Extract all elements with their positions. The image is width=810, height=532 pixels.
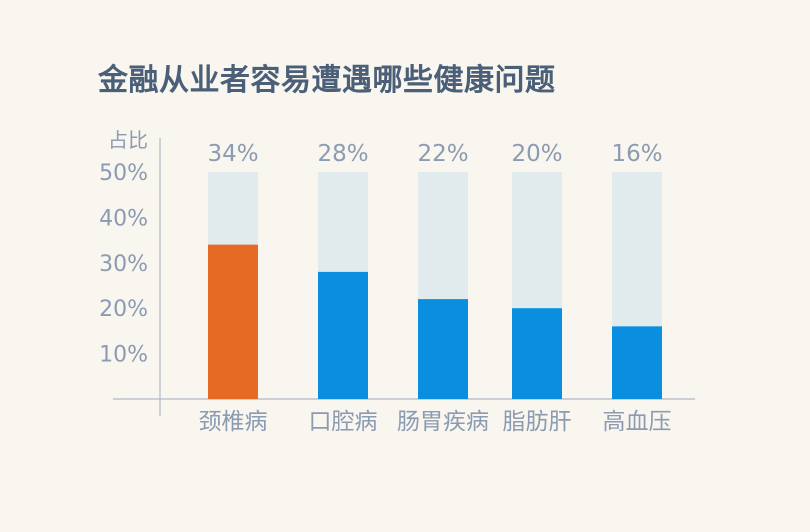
data-label: 28% <box>317 141 368 167</box>
bar <box>318 271 368 399</box>
x-category-label: 口腔病 <box>309 409 378 435</box>
bar <box>612 326 662 399</box>
data-label: 16% <box>611 141 662 167</box>
y-axis-label: 占比 <box>108 128 148 152</box>
data-label: 20% <box>511 141 562 167</box>
y-tick-label: 10% <box>99 343 148 368</box>
x-category-label: 颈椎病 <box>199 409 268 435</box>
data-label: 22% <box>417 141 468 167</box>
x-category-label: 脂肪肝 <box>503 409 572 435</box>
y-tick-label: 30% <box>99 252 148 277</box>
y-tick-label: 50% <box>99 161 148 186</box>
data-label: 34% <box>207 141 258 167</box>
bar <box>208 244 258 399</box>
y-tick-label: 20% <box>99 297 148 322</box>
bar <box>512 308 562 399</box>
bar <box>418 299 468 399</box>
x-category-label: 肠胃疾病 <box>397 409 489 435</box>
chart-title: 金融从业者容易遭遇哪些健康问题 <box>98 63 556 98</box>
x-category-label: 高血压 <box>603 409 672 435</box>
y-tick-label: 40% <box>99 206 148 231</box>
